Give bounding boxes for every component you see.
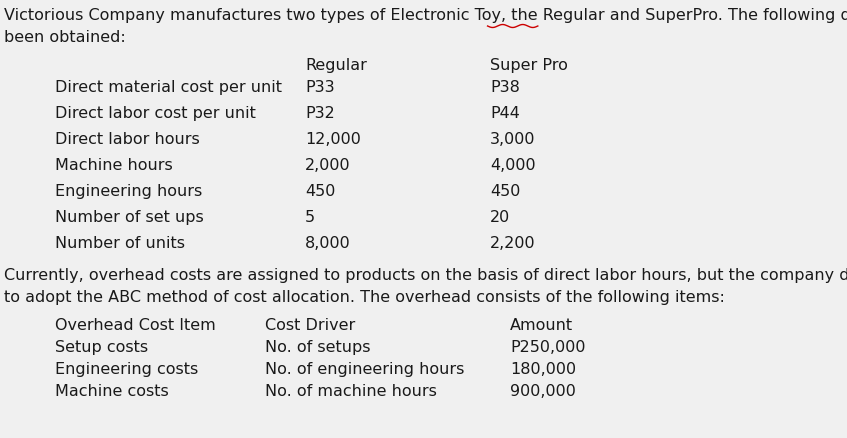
Text: 3,000: 3,000 xyxy=(490,132,535,147)
Text: 4,000: 4,000 xyxy=(490,158,535,173)
Text: P33: P33 xyxy=(305,80,335,95)
Text: P250,000: P250,000 xyxy=(510,340,585,355)
Text: 450: 450 xyxy=(490,184,520,199)
Text: been obtained:: been obtained: xyxy=(4,30,125,45)
Text: 20: 20 xyxy=(490,210,510,225)
Text: P38: P38 xyxy=(490,80,520,95)
Text: P32: P32 xyxy=(305,106,335,121)
Text: Super Pro: Super Pro xyxy=(490,58,567,73)
Text: Currently, overhead costs are assigned to products on the basis of direct labor : Currently, overhead costs are assigned t… xyxy=(4,268,847,283)
Text: 8,000: 8,000 xyxy=(305,236,351,251)
Text: Direct material cost per unit: Direct material cost per unit xyxy=(55,80,282,95)
Text: 900,000: 900,000 xyxy=(510,384,576,399)
Text: Number of units: Number of units xyxy=(55,236,185,251)
Text: No. of machine hours: No. of machine hours xyxy=(265,384,437,399)
Text: No. of engineering hours: No. of engineering hours xyxy=(265,362,464,377)
Text: 450: 450 xyxy=(305,184,335,199)
Text: to adopt the ABC method of cost allocation. The overhead consists of the followi: to adopt the ABC method of cost allocati… xyxy=(4,290,725,305)
Text: 2,200: 2,200 xyxy=(490,236,535,251)
Text: Engineering hours: Engineering hours xyxy=(55,184,202,199)
Text: Victorious Company manufactures two types of Electronic Toy, the Regular and Sup: Victorious Company manufactures two type… xyxy=(4,8,847,23)
Text: Machine costs: Machine costs xyxy=(55,384,169,399)
Text: 12,000: 12,000 xyxy=(305,132,361,147)
Text: Cost Driver: Cost Driver xyxy=(265,318,355,333)
Text: 5: 5 xyxy=(305,210,315,225)
Text: Machine hours: Machine hours xyxy=(55,158,173,173)
Text: 2,000: 2,000 xyxy=(305,158,351,173)
Text: Direct labor cost per unit: Direct labor cost per unit xyxy=(55,106,256,121)
Text: Direct labor hours: Direct labor hours xyxy=(55,132,200,147)
Text: Setup costs: Setup costs xyxy=(55,340,148,355)
Text: Regular: Regular xyxy=(305,58,367,73)
Text: Number of set ups: Number of set ups xyxy=(55,210,204,225)
Text: Overhead Cost Item: Overhead Cost Item xyxy=(55,318,216,333)
Text: No. of setups: No. of setups xyxy=(265,340,370,355)
Text: Amount: Amount xyxy=(510,318,573,333)
Text: P44: P44 xyxy=(490,106,520,121)
Text: Engineering costs: Engineering costs xyxy=(55,362,198,377)
Text: 180,000: 180,000 xyxy=(510,362,576,377)
